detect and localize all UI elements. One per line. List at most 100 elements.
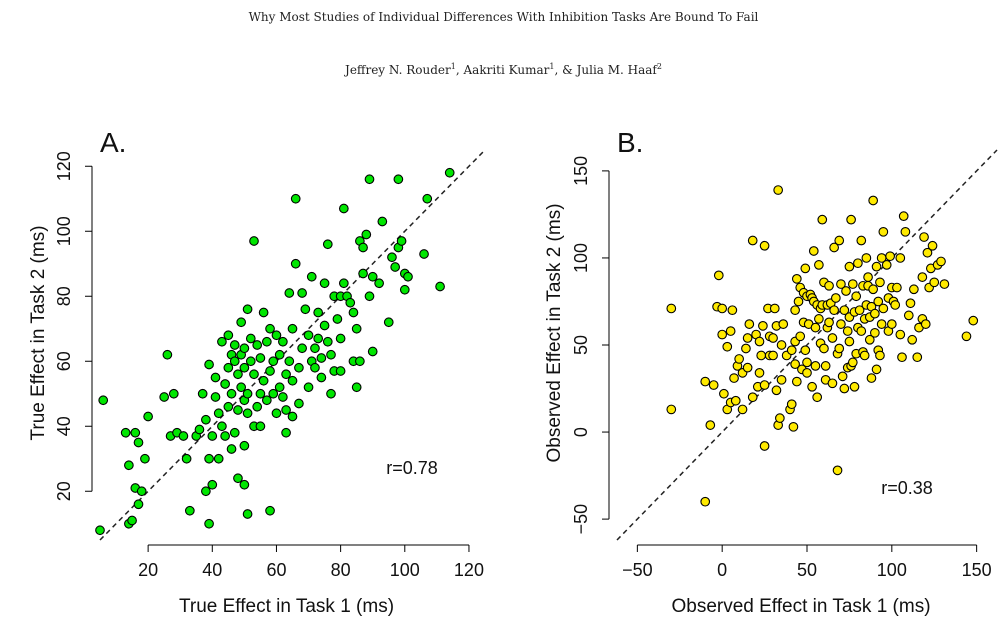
y-tick-label-a: 100	[54, 216, 74, 246]
data-point-a	[252, 340, 263, 350]
data-point-a	[290, 193, 301, 204]
x-tick-label-b: 50	[797, 560, 817, 580]
data-point-b	[817, 214, 828, 225]
data-point-b	[759, 240, 770, 251]
data-point-b	[834, 343, 845, 354]
data-point-a	[213, 408, 224, 419]
data-point-b	[788, 421, 799, 432]
data-point-b	[849, 381, 860, 392]
data-point-b	[836, 319, 846, 329]
data-point-a	[364, 291, 375, 302]
data-point-a	[316, 372, 327, 383]
data-point-a	[290, 258, 301, 269]
data-point-b	[939, 279, 950, 289]
data-point-a	[396, 236, 407, 246]
data-point-b	[725, 326, 736, 336]
data-point-b	[898, 211, 909, 222]
data-point-a	[168, 388, 179, 399]
x-tick-label-a: 40	[202, 560, 222, 580]
data-point-b	[854, 305, 865, 316]
data-point-b	[754, 368, 765, 378]
data-point-a	[294, 362, 304, 373]
data-point-b	[737, 404, 748, 415]
data-point-b	[814, 314, 824, 324]
y-axis-label-a: True Effect in Task 2 (ms)	[28, 225, 49, 440]
data-point-a	[233, 369, 243, 380]
data-point-a	[265, 366, 275, 376]
data-point-a	[281, 405, 291, 415]
data-point-a	[419, 249, 429, 259]
data-point-b	[713, 270, 724, 281]
y-tick-label-b: 100	[571, 243, 591, 273]
data-point-a	[226, 388, 237, 399]
data-point-b	[756, 350, 767, 361]
data-point-a	[319, 278, 330, 289]
x-tick-label-b: 150	[962, 560, 992, 580]
data-point-b	[824, 317, 834, 328]
author-line: Jeffrey N. Rouder1, Aakriti Kumar1, & Ju…	[0, 62, 1007, 77]
data-point-b	[853, 258, 863, 269]
data-point-a	[422, 193, 433, 204]
data-point-a	[287, 323, 298, 334]
data-point-a	[223, 401, 234, 412]
data-point-b	[747, 392, 758, 403]
paper-title: Why Most Studies of Individual Differenc…	[248, 10, 759, 24]
data-point-b	[841, 286, 851, 296]
data-point-b	[802, 357, 812, 368]
data-point-a	[399, 284, 410, 295]
data-point-b	[961, 331, 972, 342]
data-point-a	[239, 440, 250, 451]
data-point-b	[847, 279, 858, 289]
data-point-b	[742, 333, 753, 343]
data-point-b	[700, 376, 711, 387]
data-point-a	[278, 392, 288, 402]
data-point-a	[274, 349, 285, 360]
data-point-a	[374, 278, 384, 289]
data-point-b	[868, 284, 879, 295]
data-point-b	[747, 235, 758, 246]
data-point-a	[351, 323, 362, 334]
data-point-a	[201, 486, 211, 497]
data-point-a	[242, 408, 253, 419]
y-tick-label-b: 0	[571, 427, 591, 437]
data-point-a	[233, 405, 243, 415]
data-point-a	[348, 307, 359, 318]
data-point-a	[364, 174, 375, 185]
data-point-a	[207, 479, 218, 490]
data-point-b	[844, 336, 855, 347]
data-point-b	[936, 256, 946, 267]
data-point-b	[775, 413, 785, 423]
data-point-a	[197, 388, 208, 399]
data-point-a	[377, 216, 388, 227]
identity-line-a	[99, 149, 486, 541]
data-point-b	[807, 381, 817, 392]
data-point-b	[722, 341, 733, 352]
data-point-b	[729, 373, 739, 383]
data-point-a	[403, 271, 413, 282]
data-point-b	[920, 319, 931, 329]
data-point-a	[358, 242, 368, 253]
data-point-a	[201, 414, 211, 425]
data-point-a	[184, 505, 195, 516]
data-point-a	[207, 431, 218, 441]
data-point-a	[284, 288, 295, 298]
data-point-a	[261, 395, 272, 406]
y-axis-label-b: Observed Effect in Task 2 (ms)	[544, 203, 565, 462]
data-point-b	[905, 298, 916, 309]
data-point-b	[793, 296, 804, 307]
data-point-a	[355, 356, 365, 367]
data-point-a	[226, 444, 237, 454]
data-point-a	[335, 366, 346, 376]
data-point-a	[210, 392, 221, 402]
data-point-a	[236, 382, 247, 393]
data-point-b	[892, 282, 902, 293]
data-point-b	[786, 399, 797, 410]
data-point-b	[741, 343, 751, 354]
data-point-b	[878, 226, 889, 237]
data-point-a	[268, 388, 279, 399]
data-point-a	[332, 314, 343, 324]
data-point-b	[836, 279, 846, 289]
data-point-b	[846, 214, 856, 225]
data-point-b	[754, 336, 765, 347]
author-3: Julia M. Haaf2	[576, 62, 662, 77]
